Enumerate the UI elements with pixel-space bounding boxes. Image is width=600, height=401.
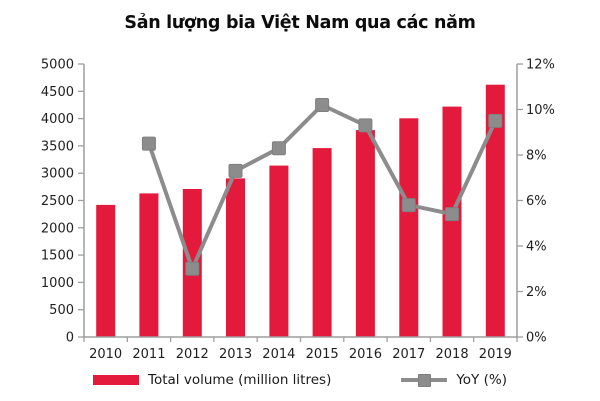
right-axis-tick-label: 6%: [526, 194, 547, 209]
left-axis-tick-label: 1500: [41, 249, 74, 264]
left-axis-tick-label: 2000: [41, 221, 74, 236]
legend-item-total-volume: Total volume (million litres): [93, 372, 331, 388]
x-axis-category-label: 2017: [392, 347, 425, 362]
left-axis-tick-label: 500: [49, 303, 74, 318]
legend-label-yoy: YoY (%): [456, 372, 507, 388]
yoy-marker-2016: [358, 118, 373, 133]
bar-2015: [312, 148, 332, 337]
bar-2013: [226, 178, 245, 337]
yoy-marker-2013: [228, 163, 243, 178]
yoy-marker-2011: [141, 136, 156, 151]
bar-2019: [485, 84, 505, 337]
left-axis-tick-label: 5000: [41, 58, 74, 73]
right-axis-tick-label: 0%: [526, 331, 547, 346]
bar-2014: [269, 165, 289, 337]
x-axis-category-label: 2013: [219, 347, 252, 362]
yoy-marker-2015: [315, 98, 330, 112]
x-axis-category-label: 2018: [436, 347, 469, 362]
right-axis-tick-label: 12%: [526, 58, 555, 73]
bar-2010: [96, 204, 116, 337]
left-axis-tick-label: 4000: [41, 112, 74, 127]
left-axis-tick-label: 3000: [41, 167, 74, 182]
chart-legend: Total volume (million litres) YoY (%): [0, 372, 600, 388]
right-axis-tick-label: 2%: [526, 285, 547, 300]
right-axis-tick-label: 10%: [526, 103, 555, 118]
x-axis-category-label: 2015: [306, 347, 339, 362]
left-axis-tick-label: 1000: [41, 276, 74, 291]
bar-swatch-icon: [93, 375, 140, 385]
left-axis-tick-label: 0: [66, 331, 74, 346]
chart-title: Sản lượng bia Việt Nam qua các năm: [124, 13, 476, 33]
x-axis-category-label: 2011: [132, 347, 165, 362]
x-axis-category-label: 2012: [176, 347, 209, 362]
bar-2016: [355, 130, 375, 337]
line-square-icon: [401, 373, 448, 387]
bar-2017: [399, 118, 419, 337]
yoy-marker-2017: [401, 198, 416, 213]
x-axis-category-label: 2010: [89, 347, 122, 362]
yoy-marker-2019: [488, 113, 503, 128]
x-axis-category-label: 2014: [262, 347, 295, 362]
yoy-marker-2012: [185, 261, 200, 276]
left-axis-tick-label: 4500: [41, 85, 74, 100]
yoy-marker-2014: [271, 141, 286, 156]
left-axis-tick-label: 3500: [41, 139, 74, 154]
bar-2011: [139, 193, 159, 337]
yoy-marker-2018: [445, 207, 459, 222]
right-axis-tick-label: 8%: [526, 149, 547, 164]
right-axis-tick-label: 4%: [526, 240, 547, 255]
left-axis-tick-label: 2500: [41, 194, 74, 209]
legend-label-total-volume: Total volume (million litres): [148, 372, 332, 388]
x-axis-category-label: 2016: [349, 347, 382, 362]
legend-item-yoy: YoY (%): [401, 372, 507, 388]
bar-2018: [442, 106, 462, 337]
x-axis-category-label: 2019: [479, 347, 512, 362]
